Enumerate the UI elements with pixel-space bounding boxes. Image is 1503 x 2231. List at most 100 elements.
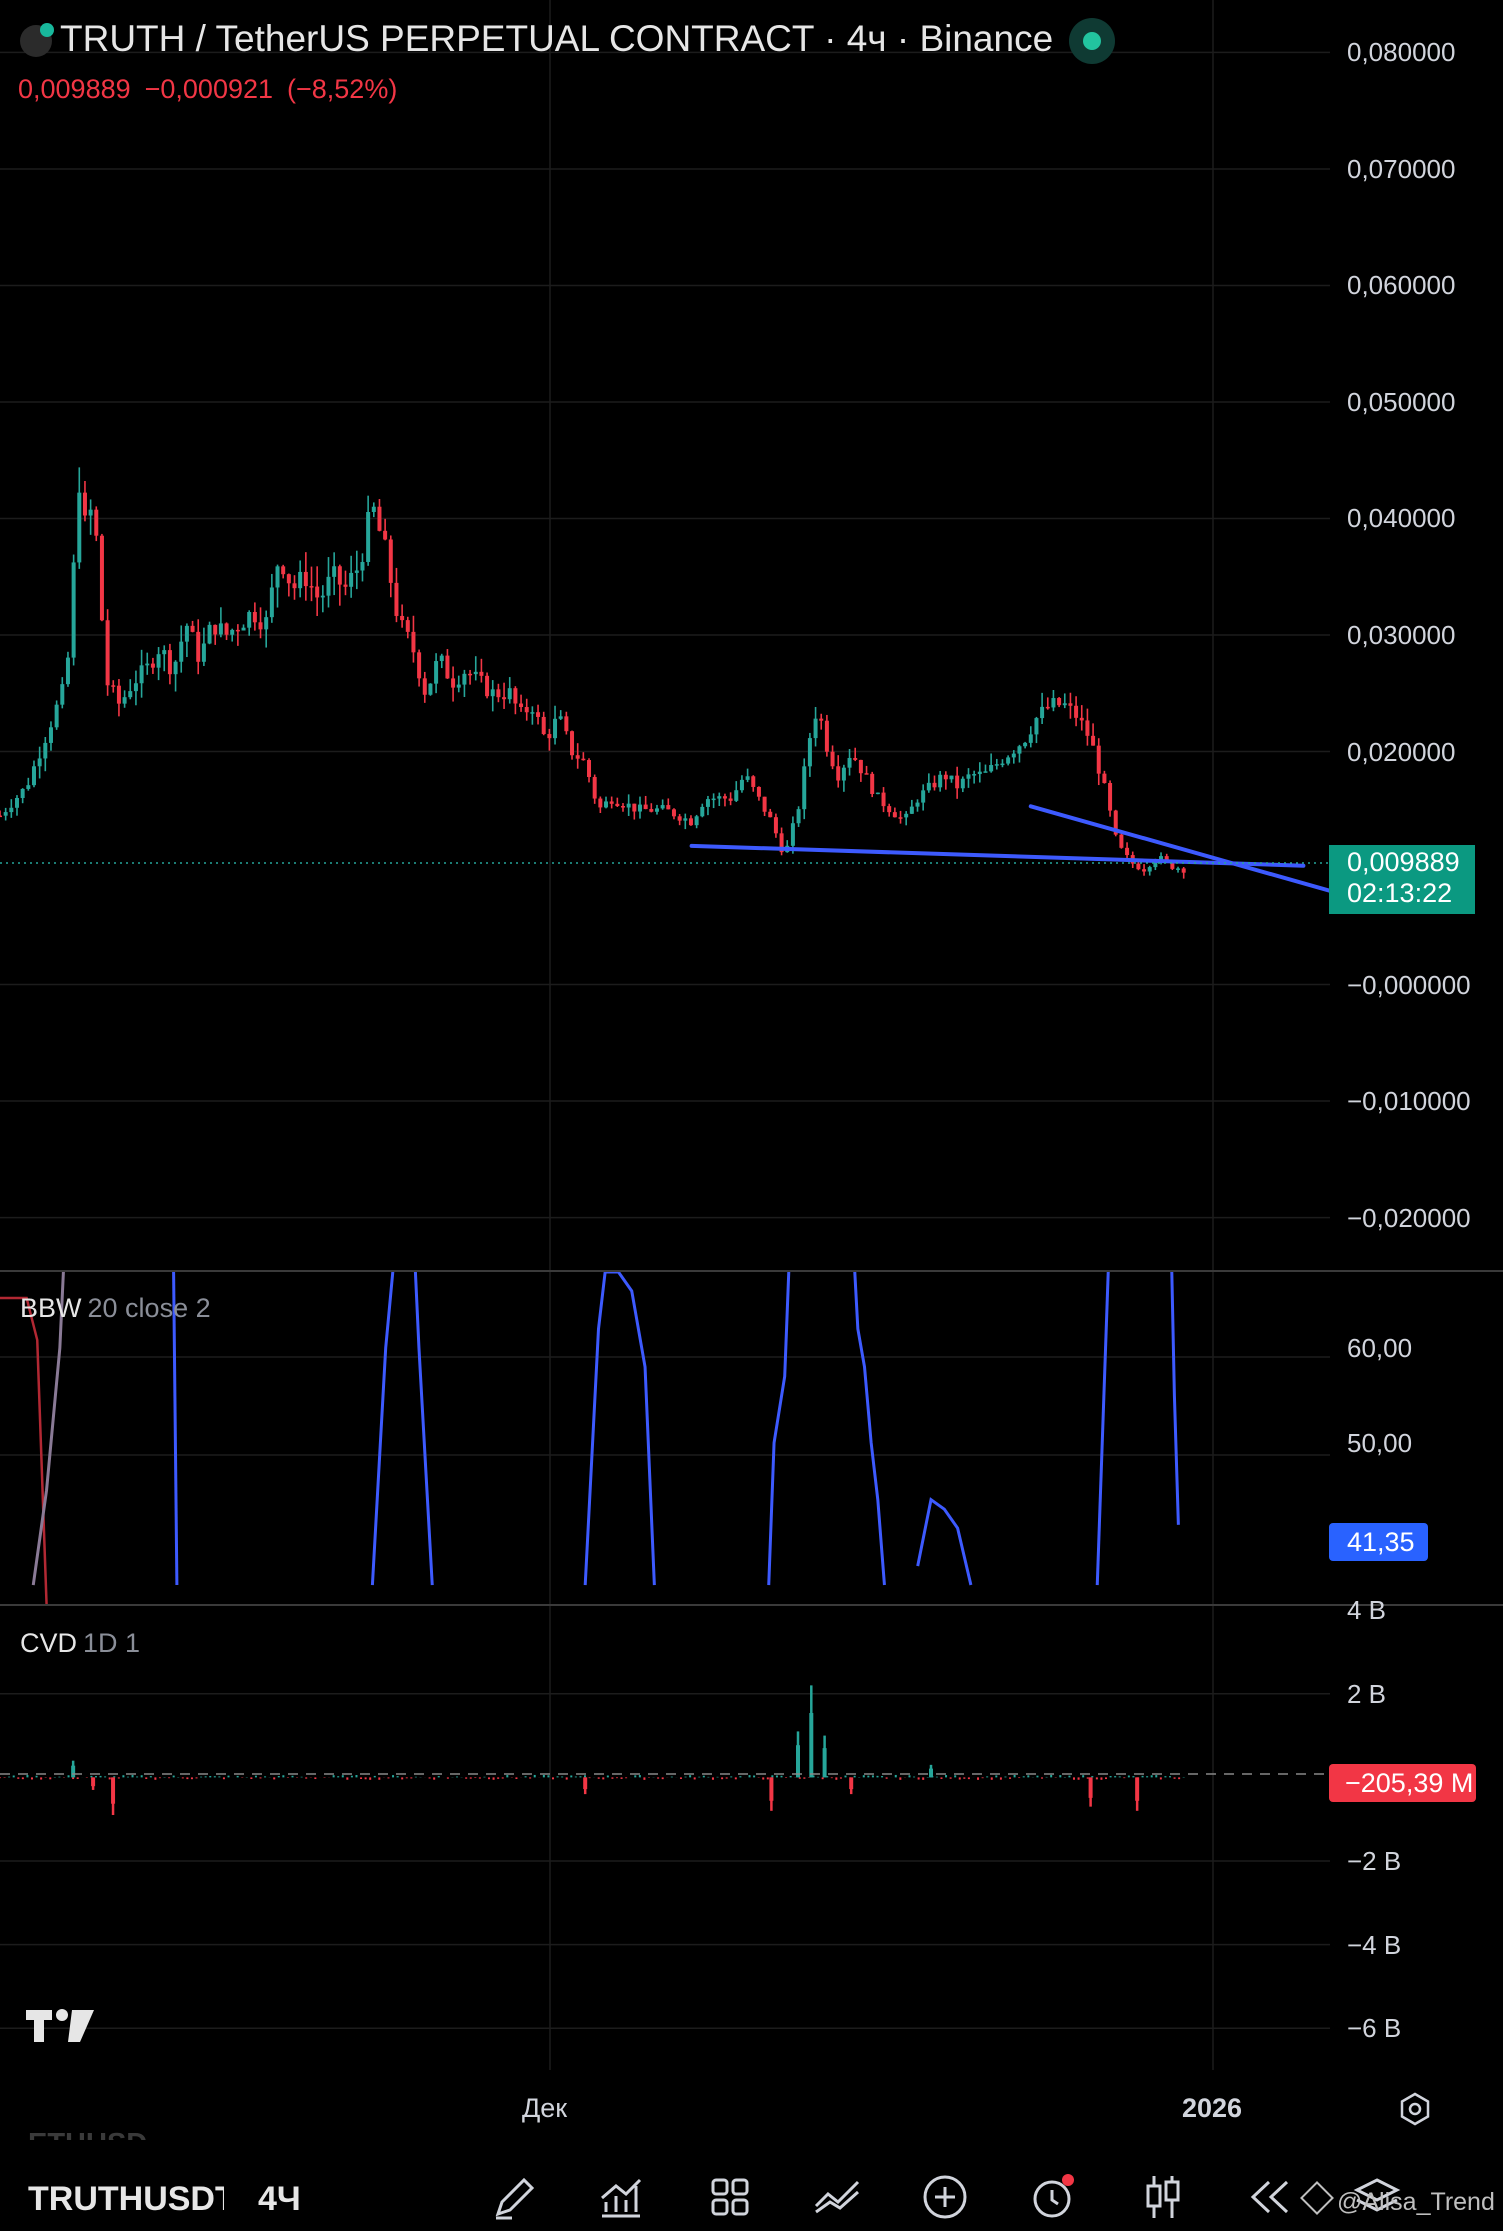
tradingview-logo-icon[interactable] <box>26 2008 96 2049</box>
candle-body <box>213 624 218 635</box>
candle-body <box>77 492 82 563</box>
candle-body <box>37 758 42 767</box>
candle-body <box>796 809 801 824</box>
bbw-line <box>767 1272 791 1586</box>
drawing-pen-icon[interactable] <box>490 2172 540 2222</box>
candle-body <box>570 731 575 756</box>
candle-body <box>252 612 257 623</box>
candle-body <box>43 742 48 759</box>
replay-icon[interactable] <box>1245 2172 1295 2222</box>
candle-body <box>309 586 314 588</box>
add-icon[interactable] <box>920 2172 970 2222</box>
bbw-line-red <box>0 1296 48 1604</box>
cvd-spike-body <box>71 1765 76 1778</box>
candle-body <box>609 801 614 804</box>
candle-body <box>892 812 897 818</box>
candle-body <box>383 530 388 540</box>
candle-body <box>564 716 569 732</box>
candle-body <box>875 792 880 795</box>
candle-body <box>224 623 229 635</box>
cvd-title[interactable]: CVD 1D 1 <box>20 1628 140 1659</box>
candle-body <box>654 808 659 812</box>
time-tick-dec: Дек <box>522 2093 568 2123</box>
bbw-line <box>583 1272 656 1586</box>
candle-body <box>88 509 93 516</box>
candle-body <box>354 570 359 573</box>
layers-icon[interactable] <box>1352 2172 1402 2222</box>
cvd-spike-body <box>769 1777 774 1801</box>
candle-body <box>904 813 909 818</box>
last-price-badge-value: 0,009889 <box>1347 847 1460 877</box>
candle-body <box>1057 698 1062 706</box>
cvd-tick: 4 B <box>1347 1595 1387 1626</box>
candle-body <box>332 566 337 577</box>
candle-body <box>813 718 818 739</box>
candle-body <box>541 716 546 735</box>
candle-body <box>71 562 76 658</box>
price-tick: 0,050000 <box>1347 386 1456 417</box>
bbw-title[interactable]: BBW 20 close 2 <box>20 1293 211 1324</box>
candle-body <box>111 685 116 687</box>
bbw-line <box>413 1272 434 1586</box>
candle-body <box>1040 706 1045 719</box>
candle-body <box>60 684 65 705</box>
candle-body <box>790 823 795 846</box>
compare-icon[interactable] <box>812 2172 862 2222</box>
last-price: 0,009889 <box>18 74 131 104</box>
candle-body <box>536 712 541 717</box>
cvd-spike-body <box>809 1713 814 1778</box>
candle-body <box>184 625 189 642</box>
candle-body <box>235 629 240 632</box>
layouts-icon[interactable] <box>705 2172 755 2222</box>
market-status-icon[interactable] <box>1069 18 1116 65</box>
symbol-selector[interactable]: TRUTHUSDT <box>28 2180 224 2218</box>
candle-body <box>1159 856 1164 861</box>
bbw-line <box>916 1497 973 1586</box>
interval-selector[interactable]: 4Ч <box>258 2180 301 2218</box>
alert-clock-icon[interactable] <box>1028 2172 1078 2222</box>
candle-body <box>587 760 592 778</box>
indicators-icon[interactable] <box>596 2172 646 2222</box>
price-quote: 0,009889 −0,000921 (−8,52%) <box>18 74 411 105</box>
candle-body <box>722 796 727 799</box>
candle-body <box>105 620 110 686</box>
candle-body <box>909 806 914 814</box>
chart-settings-icon[interactable] <box>1398 2092 1432 2131</box>
candle-body <box>858 759 863 774</box>
price-tick: 0,070000 <box>1347 153 1456 184</box>
cvd-spike-body <box>929 1768 933 1778</box>
candle-body <box>468 673 473 676</box>
candle-body <box>824 720 829 752</box>
candle-body <box>445 655 450 679</box>
candle-body <box>1181 868 1186 873</box>
candle-body <box>139 665 144 684</box>
candle-body <box>553 718 558 739</box>
candle-body <box>994 764 999 766</box>
cvd-spike-body <box>849 1777 854 1790</box>
bottom-toolbar: TRUTHUSDT 4Ч <box>0 2140 1503 2231</box>
price-tick: 0,030000 <box>1347 620 1456 650</box>
cvd-series <box>0 1685 1330 2029</box>
candle-body <box>190 625 195 632</box>
candle-body <box>377 506 382 531</box>
candle-body <box>201 643 206 662</box>
candle-body <box>434 661 439 684</box>
bbw-line <box>1170 1272 1180 1525</box>
candle-body <box>1028 734 1033 743</box>
candle-body <box>836 766 841 781</box>
candle-type-icon[interactable] <box>1138 2172 1188 2222</box>
trendline-resistance <box>1028 804 1359 901</box>
candle-body <box>133 683 138 692</box>
candle-body <box>773 817 778 834</box>
candle-body <box>1011 753 1016 758</box>
candle-body <box>269 587 274 618</box>
candle-body <box>303 571 308 587</box>
candle-body <box>14 797 19 808</box>
candle-body <box>949 775 954 780</box>
candle-body <box>660 805 665 809</box>
candle-body <box>1051 698 1056 708</box>
candle-body <box>694 816 699 826</box>
bbw-value: 41,35 <box>1347 1527 1415 1557</box>
